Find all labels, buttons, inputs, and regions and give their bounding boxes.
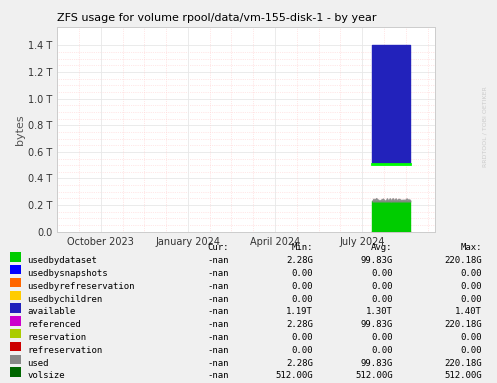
Text: 220.18G: 220.18G [444, 256, 482, 265]
Text: RRDTOOL / TOBI OETIKER: RRDTOOL / TOBI OETIKER [482, 86, 487, 167]
Text: 1.40T: 1.40T [455, 307, 482, 316]
Text: 0.00: 0.00 [292, 333, 313, 342]
Text: 512.00G: 512.00G [355, 372, 393, 380]
Text: 0.00: 0.00 [371, 346, 393, 355]
Text: -nan: -nan [207, 358, 229, 368]
Text: 2.28G: 2.28G [286, 320, 313, 329]
Text: 220.18G: 220.18G [444, 320, 482, 329]
Text: 0.00: 0.00 [371, 282, 393, 291]
Text: -nan: -nan [207, 346, 229, 355]
Bar [10, 278, 21, 287]
Text: 0.00: 0.00 [292, 269, 313, 278]
Text: reservation: reservation [27, 333, 86, 342]
Text: -nan: -nan [207, 320, 229, 329]
Text: -nan: -nan [207, 269, 229, 278]
Text: usedbydataset: usedbydataset [27, 256, 97, 265]
Text: used: used [27, 358, 49, 368]
Text: 512.00G: 512.00G [444, 372, 482, 380]
Text: 0.00: 0.00 [461, 295, 482, 303]
Text: refreservation: refreservation [27, 346, 102, 355]
Text: 99.83G: 99.83G [360, 358, 393, 368]
Bar [10, 265, 21, 275]
Text: 0.00: 0.00 [461, 282, 482, 291]
Text: -nan: -nan [207, 256, 229, 265]
Text: referenced: referenced [27, 320, 81, 329]
Text: 0.00: 0.00 [371, 295, 393, 303]
Text: 2.28G: 2.28G [286, 256, 313, 265]
Text: usedbyrefreservation: usedbyrefreservation [27, 282, 135, 291]
Text: 512.00G: 512.00G [275, 372, 313, 380]
Text: 0.00: 0.00 [292, 282, 313, 291]
Text: -nan: -nan [207, 307, 229, 316]
Bar [10, 355, 21, 364]
Text: -nan: -nan [207, 333, 229, 342]
Text: -nan: -nan [207, 295, 229, 303]
Y-axis label: bytes: bytes [15, 114, 25, 144]
Text: volsize: volsize [27, 372, 65, 380]
Bar [10, 252, 21, 262]
Text: 0.00: 0.00 [371, 333, 393, 342]
Bar [10, 329, 21, 339]
Text: Avg:: Avg: [371, 243, 393, 252]
Text: ZFS usage for volume rpool/data/vm-155-disk-1 - by year: ZFS usage for volume rpool/data/vm-155-d… [57, 13, 377, 23]
Text: 0.00: 0.00 [292, 346, 313, 355]
Text: usedbysnapshots: usedbysnapshots [27, 269, 108, 278]
Text: 99.83G: 99.83G [360, 320, 393, 329]
Text: 1.19T: 1.19T [286, 307, 313, 316]
Bar [10, 291, 21, 300]
Text: Max:: Max: [461, 243, 482, 252]
Text: Cur:: Cur: [207, 243, 229, 252]
Text: 2.28G: 2.28G [286, 358, 313, 368]
Text: 220.18G: 220.18G [444, 358, 482, 368]
Bar [10, 316, 21, 326]
Text: 0.00: 0.00 [461, 269, 482, 278]
Text: available: available [27, 307, 76, 316]
Bar [10, 367, 21, 377]
Text: 0.00: 0.00 [461, 346, 482, 355]
Text: 0.00: 0.00 [371, 269, 393, 278]
Text: -nan: -nan [207, 372, 229, 380]
Text: Min:: Min: [292, 243, 313, 252]
Text: 1.30T: 1.30T [366, 307, 393, 316]
Text: -nan: -nan [207, 282, 229, 291]
Text: 99.83G: 99.83G [360, 256, 393, 265]
Bar [10, 342, 21, 351]
Text: 0.00: 0.00 [292, 295, 313, 303]
Text: 0.00: 0.00 [461, 333, 482, 342]
Text: usedbychildren: usedbychildren [27, 295, 102, 303]
Bar [10, 303, 21, 313]
